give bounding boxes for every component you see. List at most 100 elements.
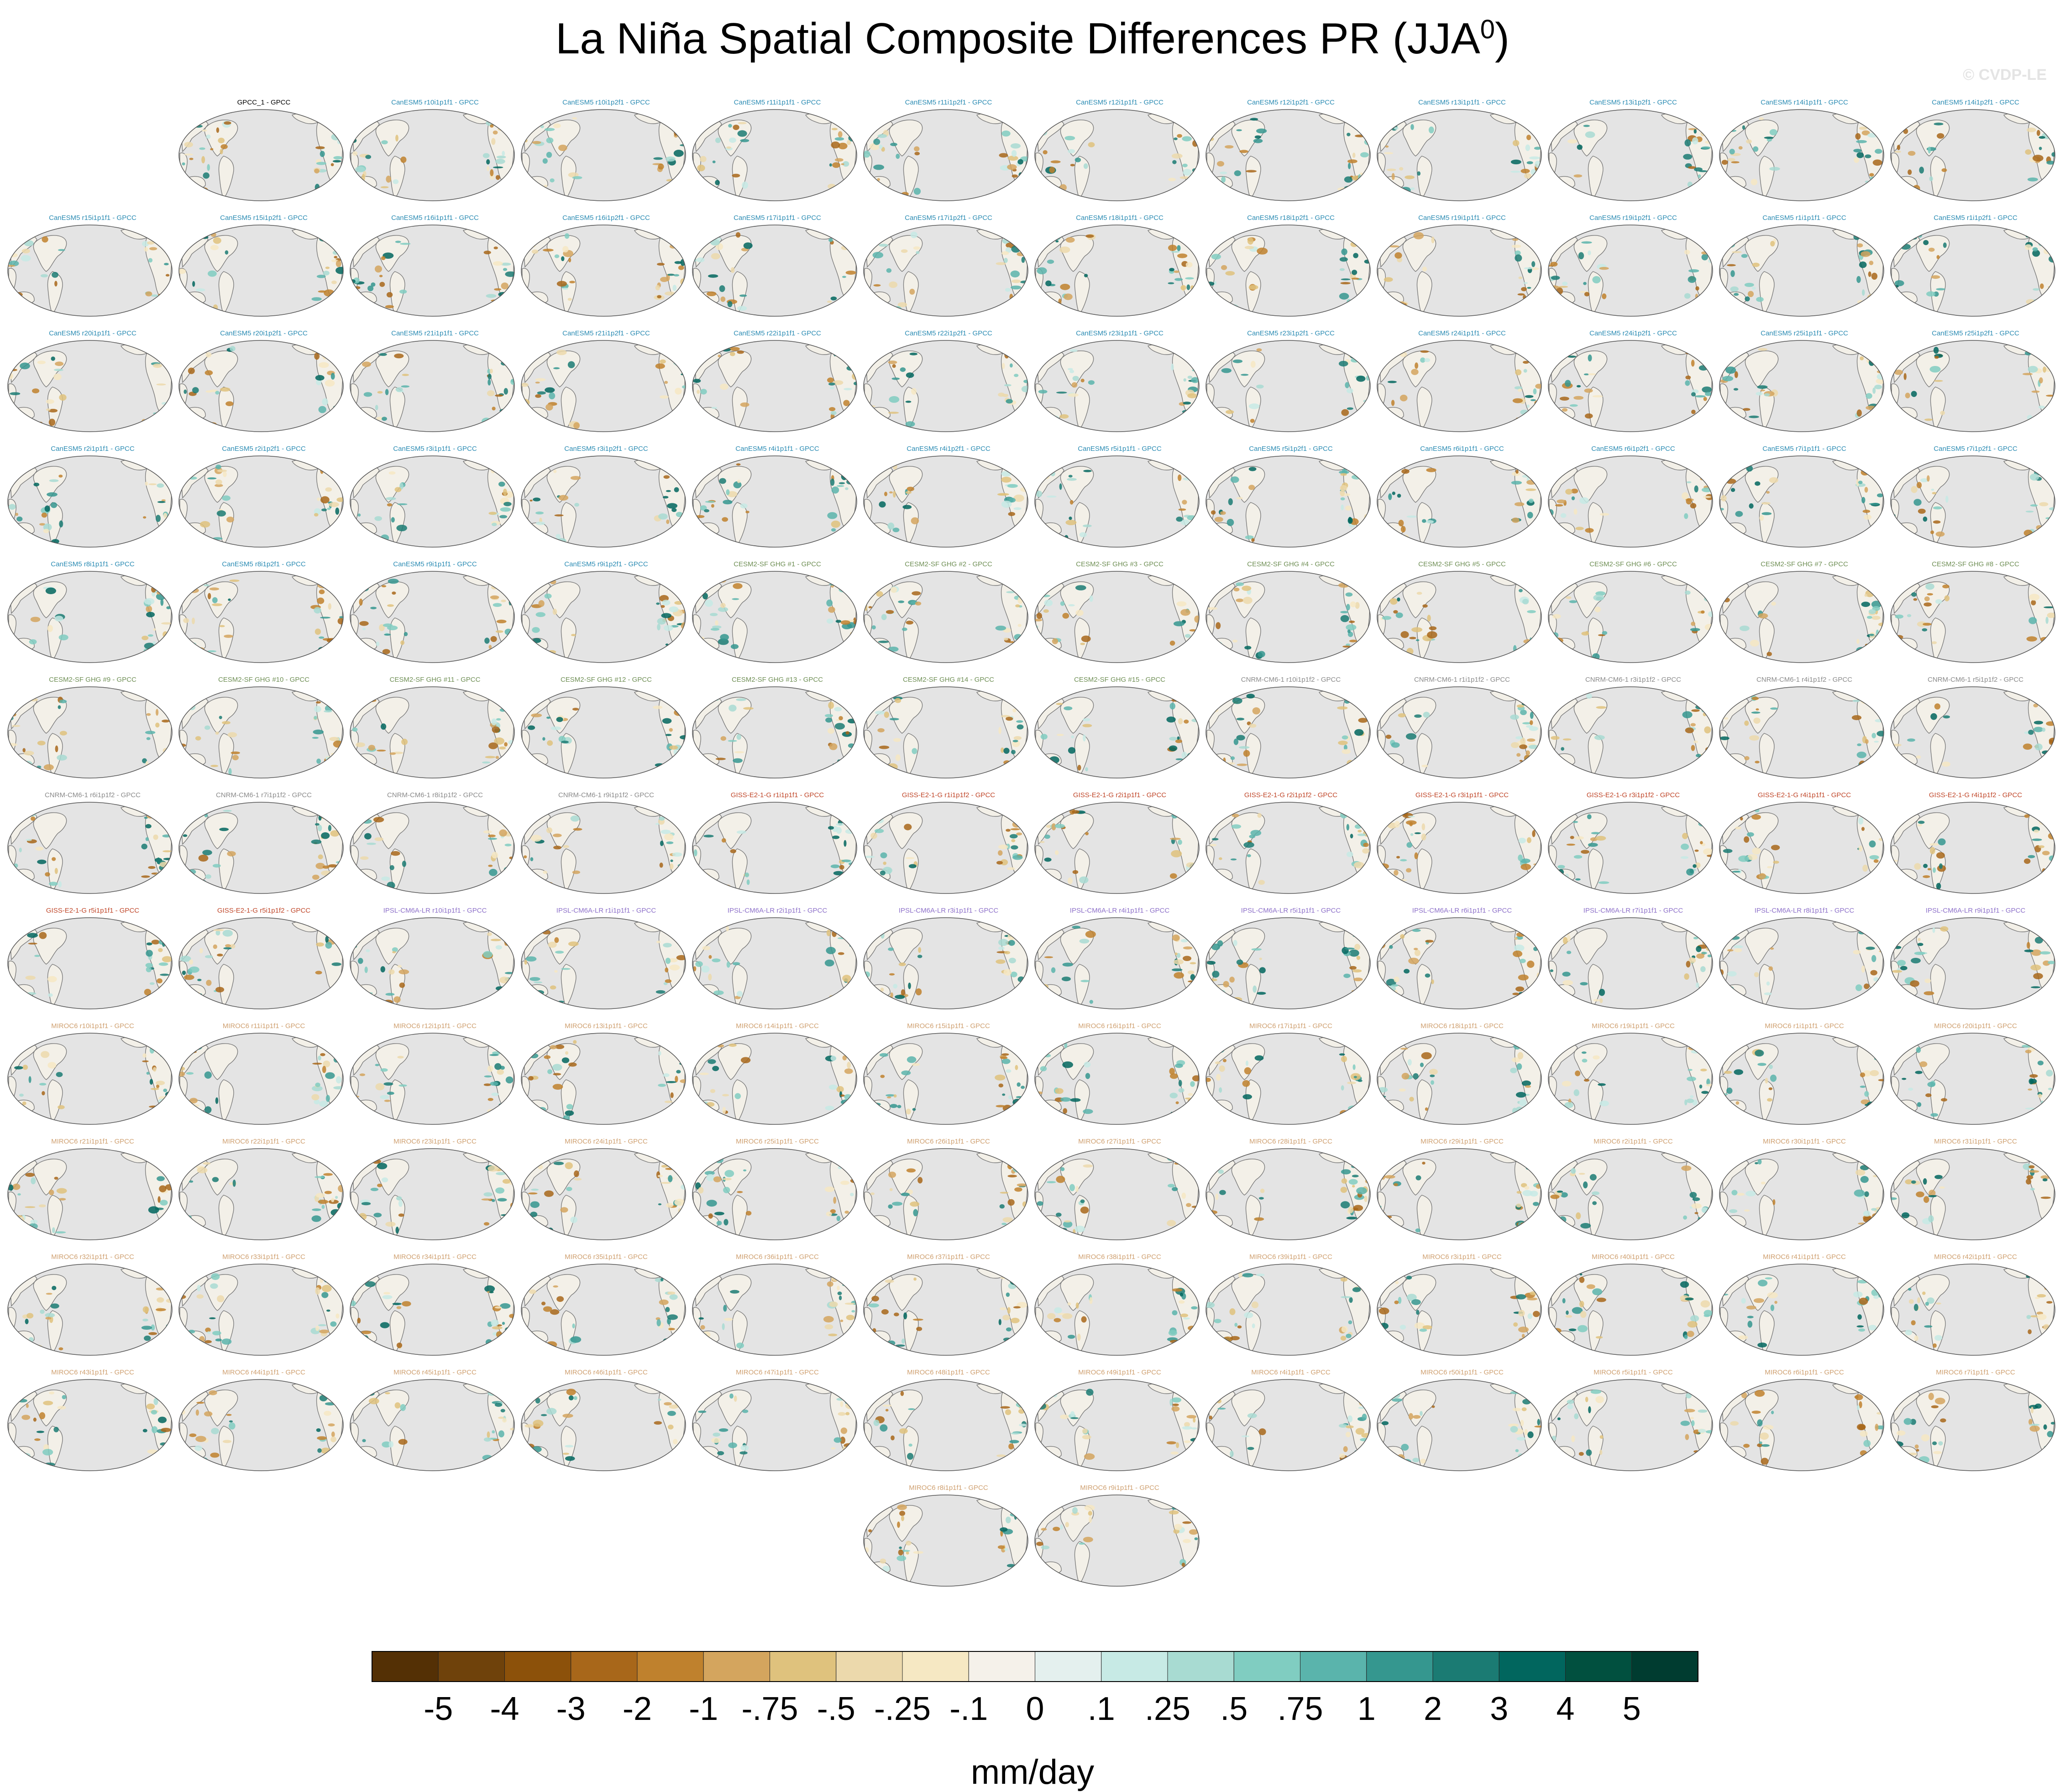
- anomaly-patch: [1080, 643, 1085, 645]
- anomaly-patch: [207, 477, 217, 480]
- anomaly-patch: [1932, 867, 1936, 873]
- anomaly-patch: [322, 865, 330, 869]
- anomaly-patch: [1071, 382, 1078, 388]
- anomaly-patch: [553, 833, 562, 837]
- anomaly-patch: [1344, 947, 1355, 950]
- map-panel: IPSL-CM6A-LR r4i1p1f1 - GPCC: [1034, 907, 1205, 1021]
- anomaly-patch: [825, 1106, 834, 1111]
- anomaly-patch: [1183, 532, 1194, 538]
- anomaly-patch: [1745, 296, 1750, 302]
- anomaly-patch: [1681, 843, 1689, 850]
- anomaly-patch: [679, 942, 686, 946]
- map-border: [1890, 340, 2055, 432]
- anomaly-patch: [1733, 945, 1743, 948]
- anomaly-patch: [2049, 982, 2055, 986]
- anomaly-patch: [1006, 809, 1017, 814]
- anomaly-patch: [1580, 982, 1588, 986]
- anomaly-patch: [487, 231, 495, 236]
- anomaly-patch: [394, 487, 402, 492]
- anomaly-patch: [364, 810, 374, 815]
- anomaly-patch: [1070, 1098, 1081, 1102]
- anomaly-patch: [1581, 632, 1589, 636]
- anomaly-patch: [1521, 287, 1527, 292]
- anomaly-patch: [489, 1054, 499, 1056]
- anomaly-patch: [2029, 594, 2040, 601]
- anomaly-patch: [726, 925, 729, 931]
- anomaly-patch: [400, 640, 405, 645]
- anomaly-patch: [672, 698, 682, 704]
- map-panel: CanESM5 r18i1p1f1 - GPCC: [1034, 214, 1205, 328]
- continent-outline: [375, 812, 409, 849]
- anomaly-patch: [1700, 1068, 1707, 1071]
- anomaly-patch: [1926, 291, 1936, 297]
- anomaly-patch: [1602, 293, 1607, 299]
- anomaly-patch: [1881, 998, 1884, 1003]
- anomaly-patch: [1530, 470, 1536, 473]
- continent-outline: [1891, 961, 1899, 993]
- anomaly-patch: [395, 240, 401, 243]
- anomaly-patch: [188, 704, 196, 711]
- anomaly-patch: [827, 580, 836, 584]
- anomaly-patch: [1866, 946, 1875, 950]
- anomaly-patch: [330, 996, 334, 1003]
- anomaly-patch: [351, 869, 356, 876]
- anomaly-patch: [329, 299, 336, 304]
- panel-label: CanESM5 r25i1p2f1 - GPCC: [1932, 329, 2019, 337]
- world-map: [692, 455, 857, 548]
- anomaly-patch: [21, 766, 26, 770]
- anomaly-patch: [542, 158, 548, 164]
- anomaly-patch: [904, 824, 912, 831]
- anomaly-patch: [711, 253, 720, 260]
- anomaly-patch: [167, 522, 172, 527]
- anomaly-patch: [532, 141, 541, 144]
- anomaly-patch: [1867, 294, 1878, 301]
- anomaly-patch: [879, 244, 888, 247]
- anomaly-patch: [912, 748, 917, 754]
- anomaly-patch: [55, 361, 64, 366]
- anomaly-patch: [203, 172, 210, 179]
- anomaly-patch: [1864, 487, 1868, 493]
- anomaly-patch: [839, 716, 843, 721]
- anomaly-patch: [1021, 699, 1027, 701]
- anomaly-patch: [1421, 1052, 1432, 1060]
- anomaly-patch: [711, 407, 718, 409]
- anomaly-patch: [700, 389, 707, 395]
- anomaly-patch: [2031, 390, 2040, 393]
- anomaly-patch: [167, 1097, 172, 1104]
- anomaly-patch: [1562, 282, 1568, 286]
- anomaly-patch: [1735, 826, 1741, 830]
- anomaly-patch: [1682, 833, 1688, 839]
- anomaly-patch: [2041, 927, 2047, 932]
- map-panel: CanESM5 r24i1p1f1 - GPCC: [1376, 329, 1548, 444]
- anomaly-patch: [880, 987, 884, 992]
- anomaly-patch: [1751, 287, 1756, 290]
- anomaly-patch: [1064, 136, 1075, 141]
- anomaly-patch: [1085, 1073, 1090, 1079]
- anomaly-patch: [1872, 1113, 1878, 1115]
- anomaly-patch: [1051, 812, 1056, 820]
- map-panel: IPSL-CM6A-LR r3i1p1f1 - GPCC: [863, 907, 1034, 1021]
- anomaly-patch: [1723, 849, 1733, 853]
- anomaly-patch: [1000, 1056, 1008, 1059]
- anomaly-patch: [1183, 946, 1193, 950]
- anomaly-patch: [1904, 928, 1910, 935]
- anomaly-patch: [1349, 620, 1355, 623]
- continent-outline: [1060, 466, 1094, 503]
- map-border: [1719, 225, 1884, 317]
- anomaly-patch: [311, 925, 321, 927]
- panel-label: CanESM5 r21i1p1f1 - GPCC: [391, 329, 479, 337]
- anomaly-patch: [393, 996, 401, 1003]
- anomaly-patch: [1217, 940, 1223, 947]
- anomaly-patch: [1529, 357, 1537, 363]
- anomaly-patch: [2028, 232, 2037, 237]
- world-map: [178, 455, 344, 548]
- panel-label: MIROC6 r1i1p1f1 - GPCC: [1765, 1022, 1844, 1030]
- anomaly-patch: [328, 603, 331, 610]
- anomaly-patch: [311, 297, 322, 301]
- anomaly-patch: [1075, 585, 1086, 590]
- anomaly-patch: [1010, 972, 1017, 977]
- anomaly-patch: [335, 507, 340, 515]
- anomaly-patch: [840, 1099, 852, 1105]
- anomaly-patch: [1039, 925, 1043, 929]
- anomaly-patch: [35, 846, 44, 851]
